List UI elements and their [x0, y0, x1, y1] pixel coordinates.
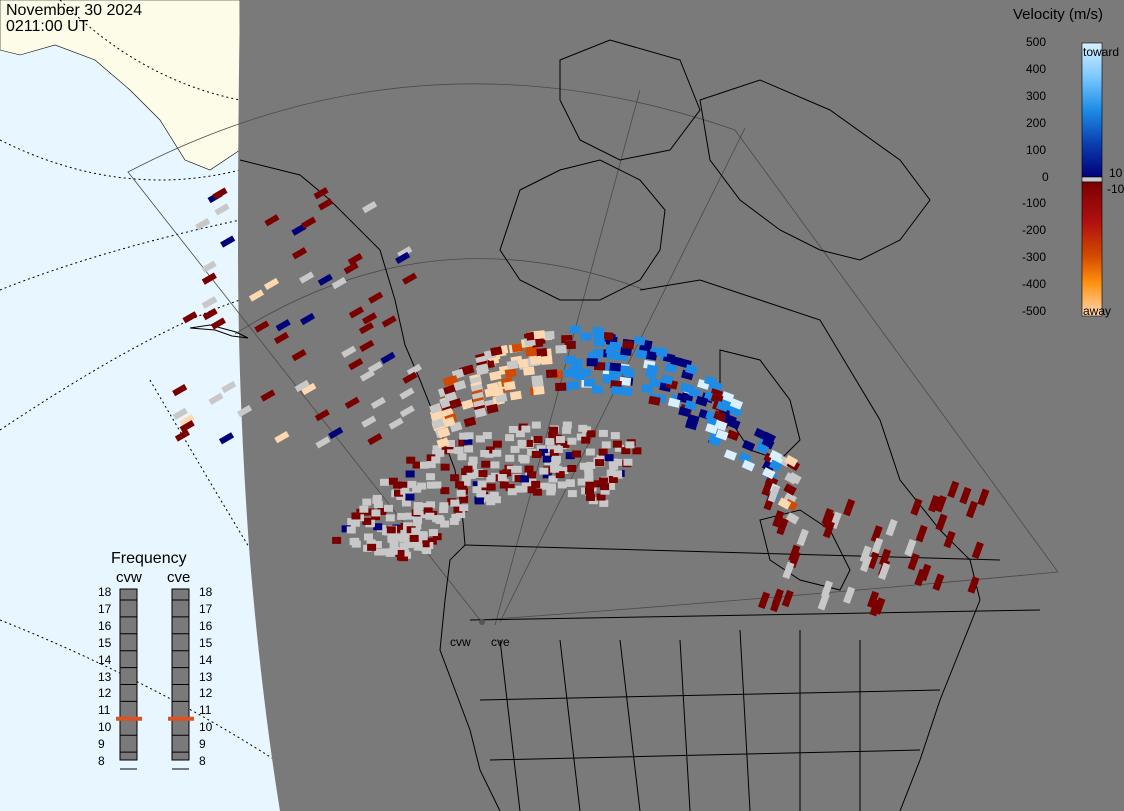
frequency-scale-label: 8 — [98, 754, 105, 768]
frequency-scale-label: 14 — [199, 652, 213, 667]
field-of-view — [127, 83, 1059, 621]
velocity-colorbar — [1081, 42, 1103, 317]
frequency-scale-label: 10 — [98, 720, 112, 735]
frequency-title: Frequency — [111, 550, 187, 567]
frequency-scale-label: 18 — [199, 585, 213, 599]
frequency-scale-label: 17 — [199, 601, 213, 616]
night-region — [238, 0, 1124, 811]
toward-label: toward — [1083, 45, 1120, 59]
frequency-scale-label: 9 — [199, 737, 206, 752]
velocity-tick: -300 — [1022, 250, 1047, 264]
velocity-tick: 400 — [1026, 62, 1047, 76]
velocity-tick: 300 — [1026, 89, 1047, 103]
site-label-cve: cve — [491, 635, 510, 649]
frequency-marker-cvw — [116, 716, 142, 721]
velocity-tick: 500 — [1026, 35, 1047, 49]
frequency-scale-label: 9 — [98, 737, 105, 752]
frequency-scale-label: 16 — [199, 618, 213, 633]
velocity-tick: 100 — [1026, 143, 1047, 157]
frequency-scale-label: 16 — [98, 618, 112, 633]
velocity-tick: 200 — [1026, 116, 1047, 130]
frequency-scale-label: 14 — [98, 652, 112, 667]
radar-code-cvw: cvw — [116, 569, 142, 586]
radar-code-cve: cve — [167, 569, 191, 586]
frequency-scale-label: 11 — [199, 703, 212, 718]
velocity-tick: 0 — [1042, 170, 1049, 184]
frequency-scale-label: 13 — [98, 669, 112, 684]
frequency-bars — [116, 588, 194, 770]
frequency-scale-label: 15 — [199, 635, 213, 650]
frequency-scale-label: 11 — [98, 703, 111, 718]
radar-site-marker — [479, 619, 485, 625]
away-label: away — [1083, 304, 1112, 318]
velocity-tick: -500 — [1022, 304, 1047, 318]
site-label-cvw: cvw — [450, 635, 471, 649]
velocity-tick: -400 — [1022, 277, 1047, 291]
time-label: 0211:00 UT — [6, 18, 89, 35]
velocity-tick: -200 — [1022, 223, 1047, 237]
frequency-scale-label: 12 — [98, 686, 112, 701]
frequency-scale-label: 18 — [98, 585, 112, 599]
frequency-scale-label: 12 — [199, 686, 213, 701]
date-label: November 30 2024 — [6, 2, 143, 19]
velocity-tick: 10 — [1109, 166, 1123, 180]
velocity-tick: -100 — [1022, 196, 1047, 210]
radar-echoes — [172, 187, 990, 617]
frequency-scale-label: 10 — [199, 720, 213, 735]
velocity-scale-title: Velocity (m/s) — [1013, 6, 1104, 23]
frequency-scale-label: 15 — [98, 635, 112, 650]
frequency-scale-label: 13 — [199, 669, 213, 684]
frequency-marker-cve — [168, 716, 194, 721]
frequency-scale-label: 8 — [199, 754, 206, 768]
frequency-scale-label: 17 — [98, 601, 112, 616]
velocity-tick: -10 — [1107, 182, 1124, 196]
